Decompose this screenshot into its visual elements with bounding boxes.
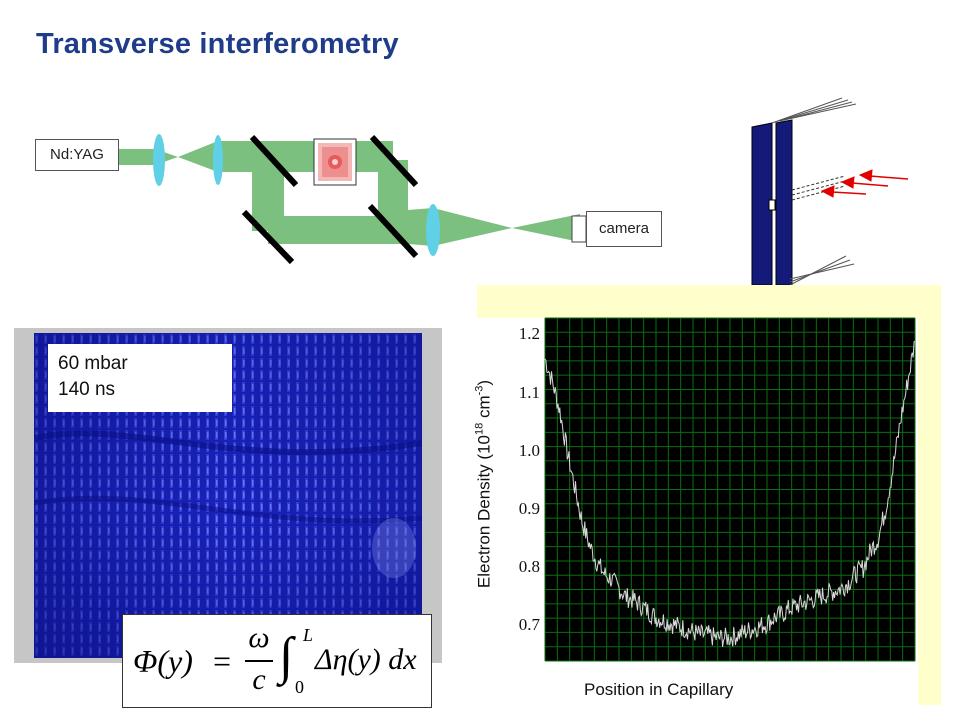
slide-title: Transverse interferometry (36, 28, 399, 60)
beam-to-camera (512, 214, 580, 242)
formula-upper-limit: L (303, 625, 314, 645)
y-tick-label: 0.9 (518, 498, 540, 518)
plasma-glow-center (332, 159, 338, 165)
formula-lhs: Φ(y) (133, 643, 193, 679)
y-tick-label: 0.7 (518, 615, 540, 635)
pressure-value: 60 mbar (58, 353, 128, 374)
y-tick-label: 0.8 (518, 556, 540, 576)
chart-header-band (477, 285, 941, 318)
phase-formula-box: Φ(y) = ω c ∫ L 0 Δη(y) dx (122, 614, 432, 708)
y-axis-title: Electron Density (1018 cm-3) (473, 379, 494, 589)
optical-setup-diagram (118, 97, 909, 286)
x-axis-title: Position in Capillary (584, 680, 734, 699)
time-value: 140 ns (58, 379, 116, 400)
measurement-parameters-box: 60 mbar 140 ns (48, 344, 232, 412)
formula-fraction-bar (245, 660, 273, 662)
probe-arrows (820, 169, 909, 198)
chart-side-band (918, 285, 941, 705)
density-trace-line (544, 340, 916, 647)
lens-1 (153, 134, 165, 186)
formula-lower-limit: 0 (295, 677, 304, 697)
formula-integrand: Δη(y) dx (315, 643, 417, 676)
formula-denominator: c (252, 663, 266, 696)
beam-to-focus (433, 208, 512, 246)
mirror-2 (241, 209, 295, 265)
formula-numerator: ω (248, 621, 270, 654)
y-tick-label: 1.2 (518, 324, 540, 344)
capillary-schematic (751, 97, 857, 286)
lens-2 (213, 135, 223, 185)
y-tick-label: 1.0 (518, 440, 540, 460)
nd-yag-laser-label: Nd:YAG (35, 139, 119, 171)
y-tick-label: 1.1 (518, 382, 540, 402)
mirror-3 (369, 134, 419, 188)
camera-label: camera (586, 211, 662, 247)
input-beam (118, 149, 158, 165)
formula-equals: = (213, 643, 232, 679)
mirror-1 (249, 134, 299, 188)
mirror-4 (367, 203, 419, 259)
integral-sign-icon: ∫ (279, 628, 294, 685)
beam-upper-arm (218, 141, 393, 172)
beam-expander (178, 141, 218, 172)
lens-3 (426, 204, 440, 256)
